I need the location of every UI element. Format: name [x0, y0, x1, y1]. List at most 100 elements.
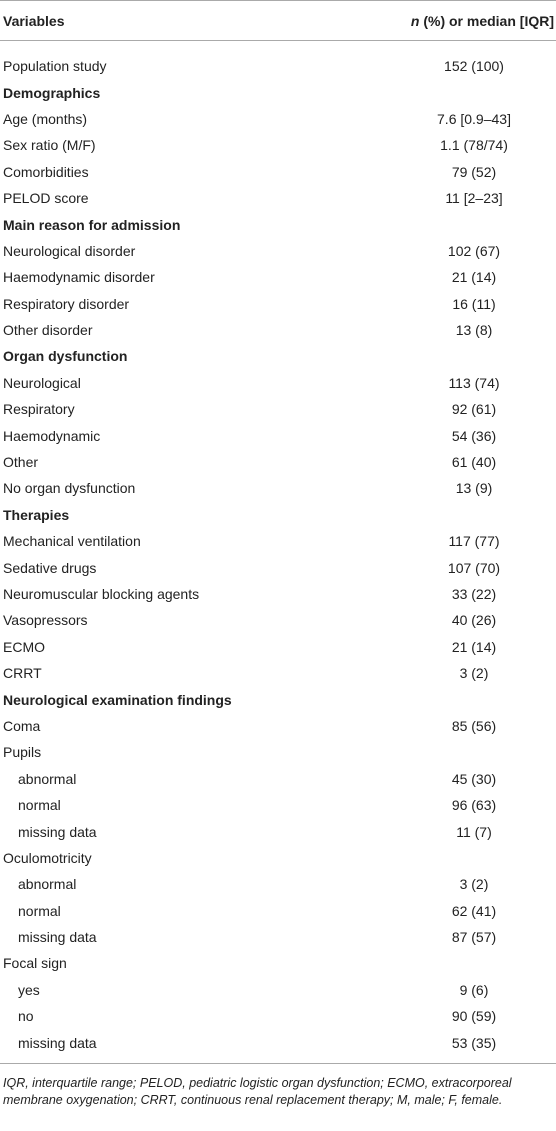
row-value: 92 (61): [451, 401, 497, 418]
row-label: Oculomotricity: [3, 849, 92, 866]
row-value: 21 (14): [451, 638, 497, 655]
row-label: Respiratory: [3, 401, 75, 418]
table-row: Respiratory disorder 16 (11): [0, 291, 556, 317]
row-label: ECMO: [3, 638, 45, 655]
table-row: missing data 11 (7): [0, 818, 556, 844]
section-row: Main reason for admission: [0, 211, 556, 237]
table-header: Variables n (%) or median [IQR]: [0, 0, 556, 41]
row-value: 96 (63): [451, 797, 497, 814]
row-label: Sex ratio (M/F): [3, 137, 96, 154]
table-body: Population study 152 (100) Demographics Age…: [0, 41, 556, 1064]
table-row: normal 62 (41): [0, 898, 556, 924]
table-row: Oculomotricity: [0, 845, 556, 871]
row-label: Mechanical ventilation: [3, 533, 141, 550]
row-label: Population study: [3, 58, 107, 75]
header-value-italic: n: [410, 12, 420, 29]
table-row: Haemodynamic disorder 21 (14): [0, 264, 556, 290]
table-row: Comorbidities 79 (52): [0, 159, 556, 185]
row-value: 3 (2): [459, 876, 489, 893]
row-value: 9 (6): [459, 981, 489, 998]
table-row: CRRT 3 (2): [0, 660, 556, 686]
row-label: no: [18, 1008, 34, 1025]
row-value: 79 (52): [451, 163, 497, 180]
section-row: Demographics: [0, 79, 556, 105]
row-label: Haemodynamic: [3, 427, 101, 444]
row-value: 13 (8): [455, 322, 493, 339]
row-label: Neuromuscular blocking agents: [3, 586, 200, 602]
table-row: Respiratory 92 (61): [0, 396, 556, 422]
row-label: Vasopressors: [3, 612, 88, 629]
footnote: IQR, interquartile range; PELOD, pediatr…: [3, 1075, 512, 1108]
table-row: Vasopressors 40 (26): [0, 607, 556, 633]
row-label: Pupils: [3, 744, 42, 761]
table-row: missing data 53 (35): [0, 1029, 556, 1055]
row-value: 152 (100): [444, 58, 504, 75]
row-label: Focal sign: [3, 955, 67, 972]
row-value: 11 [2–23]: [445, 190, 503, 207]
section-title: Demographics: [3, 84, 101, 101]
table-row: Haemodynamic 54 (36): [0, 422, 556, 448]
row-value: 117 (77): [448, 533, 500, 550]
row-value: 62 (41): [451, 902, 497, 919]
section-title: Therapies: [3, 506, 70, 523]
table-row: ECMO 21 (14): [0, 634, 556, 660]
row-label: Comorbidities: [3, 163, 89, 180]
row-label: Haemodynamic disorder: [3, 269, 155, 286]
table-row: Neuromuscular blocking agents 33 (22): [0, 581, 556, 607]
row-label: Sedative drugs: [3, 559, 97, 576]
row-label: Coma: [3, 717, 41, 734]
section-row: Therapies: [0, 502, 556, 528]
header-value-rest: (%) or median [IQR]: [419, 12, 554, 29]
row-label: abnormal: [18, 770, 77, 787]
table-row: missing data 87 (57): [0, 924, 556, 950]
header-value: n (%) or median [IQR]: [374, 13, 556, 29]
row-label: yes: [18, 981, 40, 998]
table-row: abnormal 45 (30): [0, 766, 556, 792]
table-row: Age (months) 7.6 [0.9–43]: [0, 106, 556, 132]
table-row: yes 9 (6): [0, 977, 556, 1003]
row-value: 21 (14): [451, 269, 497, 286]
section-title: Neurological examination findings: [3, 691, 232, 708]
section-row: Neurological examination findings: [0, 686, 556, 712]
row-label: normal: [18, 902, 61, 919]
table-row: Mechanical ventilation 117 (77): [0, 528, 556, 554]
table-row: normal 96 (63): [0, 792, 556, 818]
table-row: Sex ratio (M/F) 1.1 (78/74): [0, 132, 556, 158]
row-value: 102 (67): [447, 242, 501, 259]
table-row: PELOD score 11 [2–23]: [0, 185, 556, 211]
row-label: Neurological: [3, 374, 81, 391]
row-label: missing data: [18, 1034, 97, 1051]
table-row: Focal sign: [0, 950, 556, 976]
row-value: 7.6 [0.9–43]: [437, 110, 511, 127]
row-value: 61 (40): [451, 454, 497, 471]
row-value: 45 (30): [451, 770, 497, 787]
row-label: abnormal: [18, 876, 77, 893]
row-value: 90 (59): [451, 1008, 497, 1025]
row-value: 11 (7): [456, 823, 492, 840]
row-label: Neurological disorder: [3, 242, 136, 259]
row-value: 33 (22): [451, 586, 497, 602]
row-value: 16 (11): [452, 295, 496, 312]
row-label: Other disorder: [3, 322, 93, 339]
table-row: Neurological 113 (74): [0, 370, 556, 396]
header-variable: Variables: [3, 12, 65, 29]
section-title: Main reason for admission: [3, 216, 181, 233]
section-title: Organ dysfunction: [3, 348, 128, 365]
row-value: 113 (74): [448, 374, 500, 391]
row-value: 87 (57): [451, 929, 497, 946]
row-label: No organ dysfunction: [3, 480, 136, 497]
row-label: Other: [3, 454, 39, 471]
row-label: normal: [18, 797, 61, 814]
row-value: 85 (56): [451, 717, 497, 734]
row-value: 3 (2): [459, 665, 489, 682]
row-label: CRRT: [3, 665, 42, 682]
row-value: 53 (35): [451, 1034, 497, 1051]
table-row: abnormal 3 (2): [0, 871, 556, 897]
row-value: 1.1 (78/74): [440, 137, 508, 154]
row-value: 54 (36): [451, 427, 497, 444]
row-label: missing data: [18, 823, 97, 840]
table-row: no 90 (59): [0, 1003, 556, 1029]
table-row: No organ dysfunction 13 (9): [0, 475, 556, 501]
row-label: Respiratory disorder: [3, 295, 130, 312]
